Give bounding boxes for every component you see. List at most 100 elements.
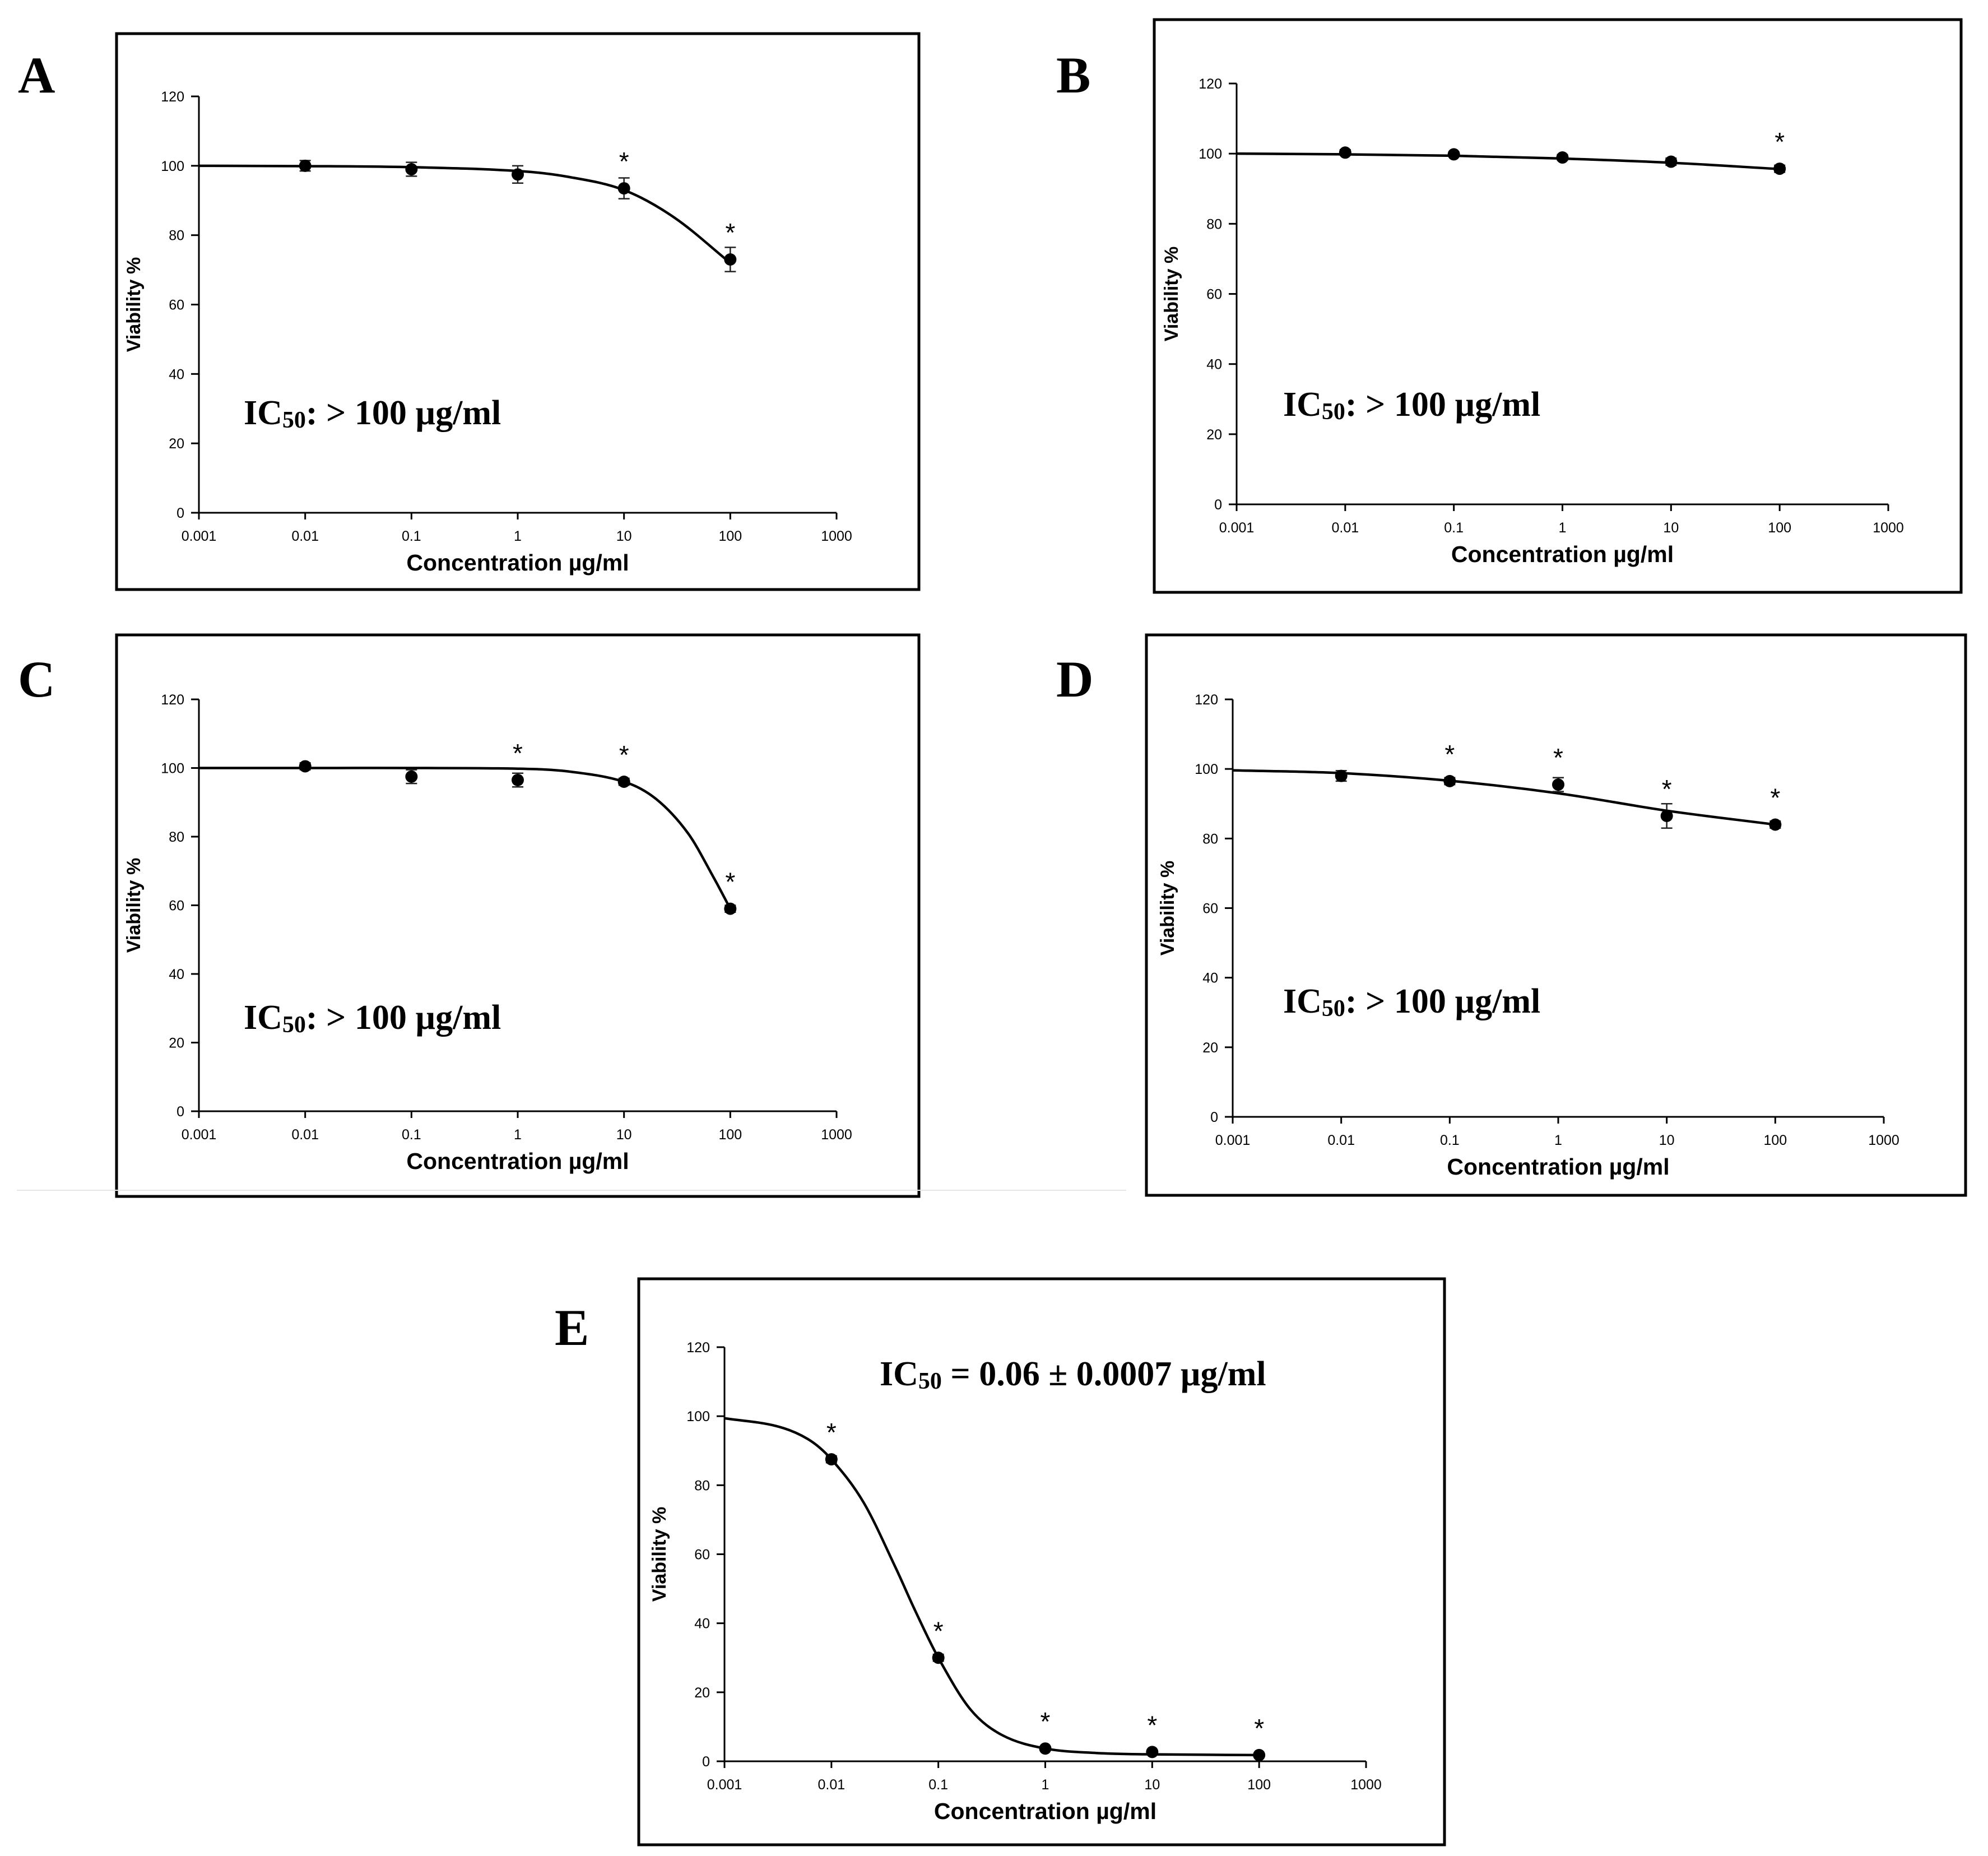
panel-frame xyxy=(115,32,921,591)
panel-label: C xyxy=(18,651,55,708)
ic50-annotation: IC50 = 0.06 ± 0.0007 µg/ml xyxy=(880,1355,1266,1394)
y-tick-label: 40 xyxy=(1206,357,1222,373)
x-tick-label: 1 xyxy=(1042,1777,1049,1793)
y-tick-label: 20 xyxy=(169,1036,184,1051)
x-axis-label: Concentration µg/ml xyxy=(934,1798,1156,1824)
panel-label: A xyxy=(18,47,55,104)
fit-curve xyxy=(1232,769,1776,826)
x-tick-label: 1000 xyxy=(821,528,852,544)
y-tick-label: 0 xyxy=(1210,1110,1218,1125)
fit-curve xyxy=(198,767,732,910)
y-tick-label: 0 xyxy=(702,1754,710,1770)
significance-marker: * xyxy=(1041,1707,1051,1736)
panel-frame xyxy=(637,1277,1446,1846)
y-tick-label: 120 xyxy=(161,89,184,105)
y-tick-label: 80 xyxy=(1206,216,1222,232)
data-point xyxy=(617,182,630,195)
significance-marker: * xyxy=(1444,740,1455,769)
data-point xyxy=(299,760,312,773)
x-tick-label: 100 xyxy=(1763,1133,1787,1148)
x-tick-label: 1 xyxy=(1559,520,1567,536)
panel-frame xyxy=(115,633,921,1198)
x-tick-label: 0.01 xyxy=(818,1777,845,1793)
significance-marker: * xyxy=(513,739,523,768)
data-point xyxy=(1552,778,1564,791)
ic50-annotation: IC50: > 100 µg/ml xyxy=(1283,386,1540,425)
data-point xyxy=(1039,1742,1052,1755)
data-point xyxy=(512,168,524,181)
data-point xyxy=(1447,148,1460,161)
y-tick-label: 80 xyxy=(169,228,184,244)
significance-marker: * xyxy=(1770,783,1780,813)
panel-frame xyxy=(1145,633,1967,1197)
x-tick-label: 1000 xyxy=(821,1127,852,1143)
y-axis-label: Viability % xyxy=(649,1507,670,1602)
x-tick-label: 100 xyxy=(1247,1777,1271,1793)
y-tick-label: 20 xyxy=(1202,1040,1218,1056)
y-tick-label: 120 xyxy=(686,1340,710,1356)
x-tick-label: 10 xyxy=(616,528,632,544)
ic50-annotation: IC50: > 100 µg/ml xyxy=(244,999,501,1038)
x-axis-label: Concentration µg/ml xyxy=(1451,541,1674,567)
y-tick-label: 120 xyxy=(1199,76,1222,92)
y-tick-label: 120 xyxy=(161,692,184,708)
x-tick-label: 0.1 xyxy=(1440,1133,1460,1148)
data-point xyxy=(1660,809,1673,822)
x-tick-label: 1000 xyxy=(1873,520,1904,536)
y-tick-label: 20 xyxy=(1206,427,1222,443)
x-tick-label: 100 xyxy=(718,1127,742,1143)
y-tick-label: 0 xyxy=(1214,497,1222,513)
significance-marker: * xyxy=(1254,1714,1264,1743)
chart-panel-b: B 0 20 40 60 80 100 120 0.001 0.01 0.1 1 10 100 1000 Co… xyxy=(1056,18,1963,594)
y-tick-label: 40 xyxy=(169,967,184,982)
y-tick-label: 80 xyxy=(694,1478,710,1493)
y-tick-label: 0 xyxy=(176,1104,184,1120)
y-tick-label: 60 xyxy=(1206,287,1222,303)
y-axis-label: Viability % xyxy=(123,257,145,352)
y-tick-label: 100 xyxy=(161,159,184,174)
y-tick-label: 80 xyxy=(1202,831,1218,847)
x-tick-label: 0.01 xyxy=(1327,1133,1355,1148)
y-tick-label: 60 xyxy=(694,1547,710,1563)
x-tick-label: 10 xyxy=(1659,1133,1675,1148)
chart-panel-c: C 0 20 40 60 80 100 120 0.001 0.01 0.1 1 10 100 1000 Co… xyxy=(18,633,921,1198)
data-point xyxy=(1769,818,1782,831)
y-axis-label: Viability % xyxy=(1161,247,1182,341)
x-tick-label: 100 xyxy=(1768,520,1791,536)
x-tick-label: 0.1 xyxy=(402,528,421,544)
y-tick-label: 100 xyxy=(161,761,184,777)
y-tick-label: 20 xyxy=(694,1685,710,1701)
data-point xyxy=(1339,146,1351,159)
significance-marker: * xyxy=(826,1418,837,1447)
data-point xyxy=(1773,163,1786,175)
x-tick-label: 10 xyxy=(616,1127,632,1143)
significance-marker: * xyxy=(1662,774,1672,804)
data-point xyxy=(1443,774,1456,787)
x-tick-label: 0.1 xyxy=(402,1127,421,1143)
data-point xyxy=(724,253,737,266)
y-tick-label: 20 xyxy=(169,436,184,452)
x-tick-label: 0.01 xyxy=(291,528,319,544)
significance-marker: * xyxy=(725,867,735,897)
y-tick-label: 40 xyxy=(169,366,184,382)
x-tick-label: 0.001 xyxy=(182,528,217,544)
significance-marker: * xyxy=(619,740,629,769)
chart-panel-a: A 0 20 40 60 80 100 120 0.001 0.01 0.1 1 10 100 1000 Co… xyxy=(18,32,921,591)
significance-marker: * xyxy=(933,1616,944,1645)
significance-marker: * xyxy=(725,218,735,247)
fit-curve xyxy=(724,1417,1260,1757)
y-axis-label: Viability % xyxy=(1157,861,1178,955)
panel-label: E xyxy=(555,1299,589,1356)
x-tick-label: 1000 xyxy=(1350,1777,1382,1793)
y-tick-label: 0 xyxy=(176,505,184,521)
x-tick-label: 0.001 xyxy=(707,1777,742,1793)
y-tick-label: 80 xyxy=(169,829,184,845)
data-point xyxy=(512,773,524,786)
y-tick-label: 60 xyxy=(169,898,184,914)
x-axis-label: Concentration µg/ml xyxy=(1447,1154,1669,1180)
ic50-annotation: IC50: > 100 µg/ml xyxy=(244,394,501,433)
significance-marker: * xyxy=(1147,1710,1157,1739)
significance-marker: * xyxy=(1553,743,1563,772)
x-tick-label: 0.001 xyxy=(1215,1133,1251,1148)
x-tick-label: 0.001 xyxy=(1219,520,1255,536)
